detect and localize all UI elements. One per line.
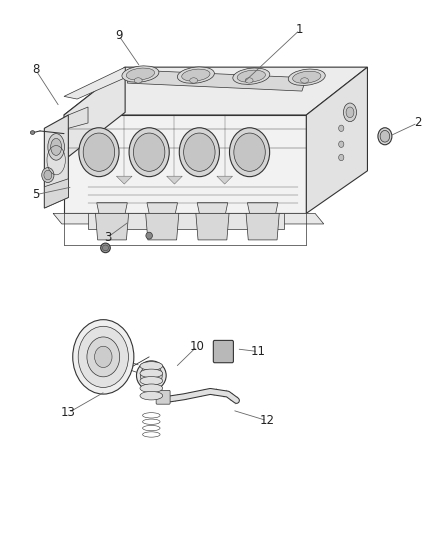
Polygon shape <box>166 176 182 184</box>
Ellipse shape <box>141 365 162 386</box>
Ellipse shape <box>134 133 165 171</box>
Text: 10: 10 <box>190 340 205 353</box>
Text: 13: 13 <box>61 406 76 419</box>
Ellipse shape <box>140 384 162 392</box>
Ellipse shape <box>140 376 162 385</box>
Ellipse shape <box>179 128 219 176</box>
Ellipse shape <box>122 66 159 82</box>
Ellipse shape <box>339 141 344 148</box>
Ellipse shape <box>140 369 162 377</box>
Polygon shape <box>53 213 324 224</box>
Polygon shape <box>147 203 177 213</box>
Ellipse shape <box>95 346 112 368</box>
Ellipse shape <box>44 170 52 180</box>
Ellipse shape <box>146 232 152 239</box>
Text: 9: 9 <box>115 29 122 42</box>
Polygon shape <box>68 107 88 128</box>
Text: 2: 2 <box>414 117 421 130</box>
Ellipse shape <box>140 391 162 400</box>
Polygon shape <box>95 213 129 240</box>
FancyBboxPatch shape <box>156 390 170 404</box>
Polygon shape <box>64 67 125 99</box>
Ellipse shape <box>134 78 142 83</box>
Polygon shape <box>97 203 127 213</box>
Ellipse shape <box>73 320 134 394</box>
Polygon shape <box>149 213 171 232</box>
Polygon shape <box>250 213 272 232</box>
Ellipse shape <box>346 107 354 118</box>
Ellipse shape <box>288 69 325 85</box>
Ellipse shape <box>177 67 214 83</box>
Polygon shape <box>197 203 228 213</box>
Ellipse shape <box>230 128 270 176</box>
Polygon shape <box>199 213 221 232</box>
Ellipse shape <box>184 133 215 171</box>
Ellipse shape <box>137 361 166 390</box>
Ellipse shape <box>102 245 109 251</box>
Ellipse shape <box>300 78 308 83</box>
FancyBboxPatch shape <box>213 341 233 363</box>
Ellipse shape <box>343 103 357 122</box>
Ellipse shape <box>378 128 392 145</box>
Polygon shape <box>306 67 367 213</box>
Text: 3: 3 <box>104 231 111 244</box>
Ellipse shape <box>190 78 198 83</box>
Polygon shape <box>22 277 424 522</box>
Polygon shape <box>217 176 233 184</box>
Ellipse shape <box>293 71 321 83</box>
Ellipse shape <box>51 139 62 156</box>
Ellipse shape <box>126 68 155 80</box>
Text: 5: 5 <box>32 188 39 201</box>
Ellipse shape <box>83 133 115 171</box>
Ellipse shape <box>233 68 270 84</box>
Polygon shape <box>64 67 125 160</box>
Ellipse shape <box>101 243 110 253</box>
Polygon shape <box>246 213 279 240</box>
Text: 8: 8 <box>32 63 39 76</box>
Polygon shape <box>99 213 121 232</box>
Ellipse shape <box>182 69 210 81</box>
Ellipse shape <box>380 131 390 142</box>
Polygon shape <box>88 213 285 229</box>
Polygon shape <box>247 203 278 213</box>
Polygon shape <box>117 176 132 184</box>
Ellipse shape <box>339 155 344 161</box>
Ellipse shape <box>234 133 265 171</box>
Ellipse shape <box>79 128 119 176</box>
Polygon shape <box>146 213 179 240</box>
Polygon shape <box>22 17 424 266</box>
Polygon shape <box>64 67 367 115</box>
Polygon shape <box>44 179 68 208</box>
Ellipse shape <box>30 131 35 134</box>
Ellipse shape <box>42 167 54 182</box>
Ellipse shape <box>245 78 253 83</box>
Ellipse shape <box>129 128 169 176</box>
Ellipse shape <box>140 362 162 370</box>
Polygon shape <box>196 213 229 240</box>
Polygon shape <box>64 115 306 213</box>
Ellipse shape <box>78 326 128 387</box>
Ellipse shape <box>87 337 120 377</box>
Text: 12: 12 <box>260 414 275 427</box>
Polygon shape <box>127 70 306 91</box>
Text: 11: 11 <box>251 345 266 358</box>
Ellipse shape <box>237 70 265 82</box>
Ellipse shape <box>339 125 344 132</box>
Text: 1: 1 <box>296 23 304 36</box>
Ellipse shape <box>48 134 64 160</box>
Polygon shape <box>44 115 68 208</box>
